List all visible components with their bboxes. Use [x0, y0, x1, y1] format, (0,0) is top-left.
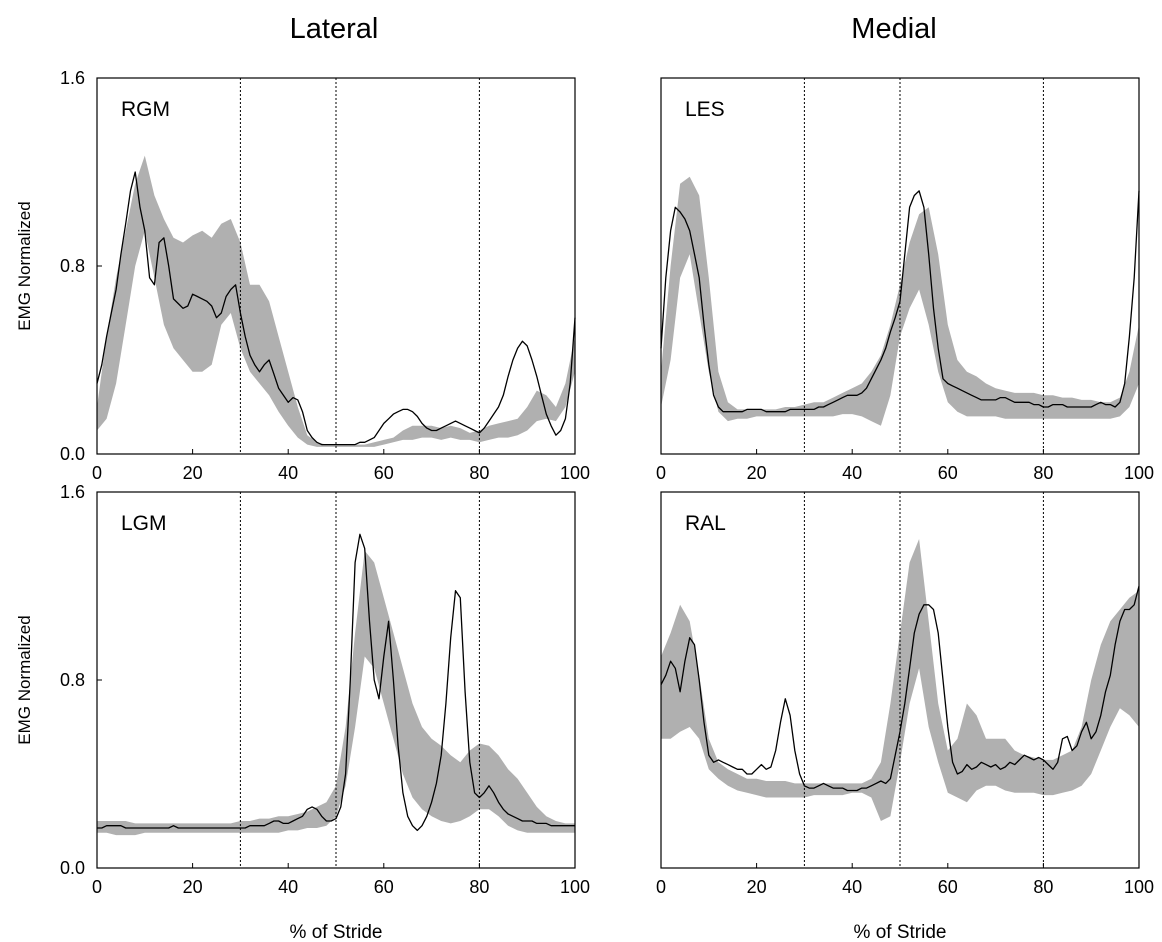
- panel-les: 0 20 40 60 80 100 LES: [656, 77, 1154, 483]
- x-tick-label-les-100: 100: [1124, 463, 1154, 483]
- x-tick-label-lgm-60: 60: [374, 877, 394, 897]
- x-tick-label-rgm-20: 20: [183, 463, 203, 483]
- x-tick-label-les-20: 20: [747, 463, 767, 483]
- y-axis-title-lgm: EMG Normalized: [15, 615, 34, 744]
- x-tick-label-lgm-80: 80: [469, 877, 489, 897]
- x-tick-label-ral-40: 40: [842, 877, 862, 897]
- plot-frame-ral: [660, 491, 1140, 869]
- y-tick-label-lgm-0.8: 0.8: [60, 670, 85, 690]
- panel-label-ral: RAL: [685, 512, 726, 535]
- x-tick-label-ral-60: 60: [938, 877, 958, 897]
- y-tick-label-rgm-1.6: 1.6: [60, 68, 85, 88]
- mean-line-ral: [660, 585, 1140, 792]
- panel-ral: 0 20 40 60 80 100 RAL % of Stride: [656, 491, 1154, 942]
- column-title-medial: Medial: [851, 13, 936, 45]
- mean-line-lgm: [97, 533, 575, 832]
- y-tick-label-rgm-0.0: 0.0: [60, 444, 85, 464]
- mean-line-les: [660, 190, 1140, 413]
- x-tick-label-rgm-40: 40: [278, 463, 298, 483]
- panel-label-lgm: LGM: [121, 512, 167, 535]
- x-tick-label-ral-100: 100: [1124, 877, 1154, 897]
- x-tick-label-les-0: 0: [656, 463, 666, 483]
- panels-group: 0 20 40 60 80 100 0.0 0.8 1.6 RGM EMG Normalized 0 2…: [15, 68, 1154, 942]
- x-tick-label-ral-80: 80: [1033, 877, 1053, 897]
- x-tick-label-les-40: 40: [842, 463, 862, 483]
- panel-label-rgm: RGM: [121, 98, 170, 121]
- y-axis-title-rgm: EMG Normalized: [15, 201, 34, 330]
- mean-line-rgm: [96, 171, 576, 446]
- x-tick-label-lgm-40: 40: [278, 877, 298, 897]
- band-lgm: [97, 550, 575, 836]
- x-axis-title-ral: % of Stride: [854, 922, 947, 942]
- x-tick-label-lgm-0: 0: [92, 877, 102, 897]
- x-tick-label-rgm-0: 0: [92, 463, 102, 483]
- x-tick-label-lgm-20: 20: [183, 877, 203, 897]
- x-tick-label-rgm-80: 80: [469, 463, 489, 483]
- x-tick-label-les-60: 60: [938, 463, 958, 483]
- panel-lgm: 0 20 40 60 80 100 0.0 0.8 1.6 LGM EMG Normalized % …: [15, 482, 590, 942]
- y-tick-label-lgm-0.0: 0.0: [60, 858, 85, 878]
- band-rgm: [97, 155, 575, 447]
- x-axis-title-lgm: % of Stride: [290, 922, 383, 942]
- x-tick-label-ral-20: 20: [747, 877, 767, 897]
- panel-label-les: LES: [685, 98, 725, 121]
- y-tick-label-lgm-1.6: 1.6: [60, 482, 85, 502]
- column-title-lateral: Lateral: [290, 13, 379, 45]
- x-tick-label-lgm-100: 100: [560, 877, 590, 897]
- x-tick-label-rgm-60: 60: [374, 463, 394, 483]
- x-tick-label-ral-0: 0: [656, 877, 666, 897]
- plot-frame-les: [660, 77, 1140, 455]
- panel-rgm: 0 20 40 60 80 100 0.0 0.8 1.6 RGM EMG Normalized: [15, 68, 590, 483]
- x-tick-label-les-80: 80: [1033, 463, 1053, 483]
- y-tick-label-rgm-0.8: 0.8: [60, 256, 85, 276]
- x-tick-label-rgm-100: 100: [560, 463, 590, 483]
